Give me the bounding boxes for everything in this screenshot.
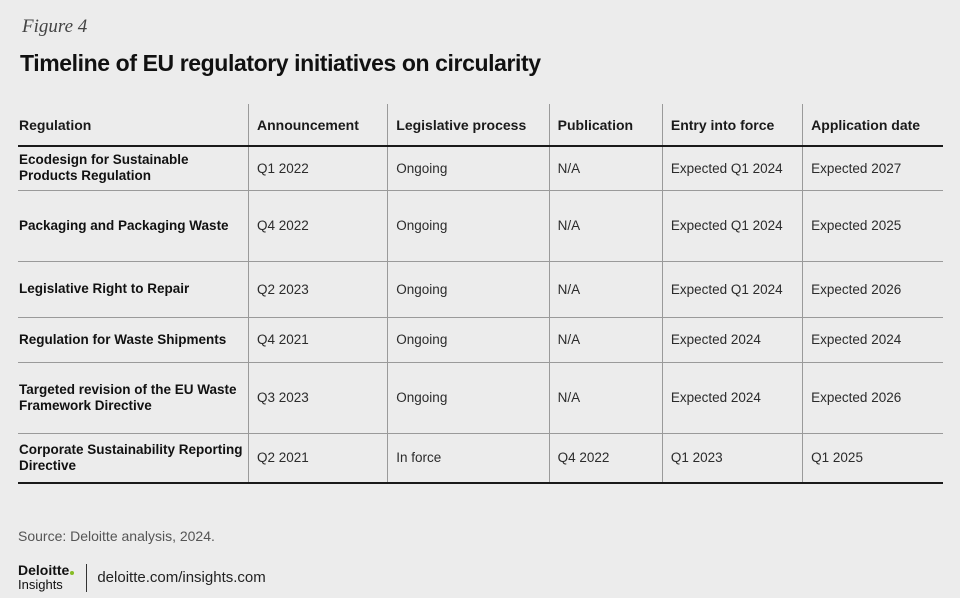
table-cell: In force [387,433,550,484]
source-note: Source: Deloitte analysis, 2024. [18,528,215,544]
table-cell: Ongoing [387,190,550,262]
header-entry-into-force: Entry into force [661,104,803,147]
table-cell: Expected 2024 [661,317,803,363]
header-announcement: Announcement [247,104,388,147]
table-cell: Q4 2021 [247,317,388,363]
table-cell: Q4 2022 [247,190,388,262]
table-cell: Expected 2027 [802,146,943,191]
table-row: Targeted revision of the EU Waste Framew… [18,362,943,434]
table-cell: Ongoing [387,362,550,434]
regulation-table: Regulation Announcement Legislative proc… [18,104,943,484]
table-cell: Ongoing [387,317,550,363]
footer-url: deloitte.com/insights.com [97,569,266,586]
table-header-row: Regulation Announcement Legislative proc… [18,104,943,147]
table-cell: Expected 2025 [802,190,943,262]
table-row: Ecodesign for Sustainable Products Regul… [18,146,943,191]
figure-label: Figure 4 [22,16,88,37]
footer: Deloitte Insights deloitte.com/insights.… [18,563,266,592]
table-cell: Expected Q1 2024 [661,146,803,191]
table-cell: Q2 2021 [247,433,388,484]
table-cell: Ongoing [387,261,550,318]
table-cell: Packaging and Packaging Waste [18,190,249,262]
deloitte-insights-logo: Deloitte Insights [18,562,75,592]
table-cell: Q2 2023 [247,261,388,318]
table-cell: Q1 2022 [247,146,388,191]
table-cell: N/A [548,362,663,434]
table-cell: Q1 2025 [802,433,943,484]
table-cell: Expected 2026 [802,362,943,434]
table-cell: Targeted revision of the EU Waste Framew… [18,362,249,434]
table-cell: Q1 2023 [661,433,803,484]
header-regulation: Regulation [18,104,249,147]
table-cell: Regulation for Waste Shipments [18,317,249,363]
page-title: Timeline of EU regulatory initiatives on… [20,50,541,76]
header-application-date: Application date [802,104,943,147]
table-cell: Expected 2024 [802,317,943,363]
table-cell: Q3 2023 [247,362,388,434]
footer-divider [86,563,88,592]
table-cell: Expected Q1 2024 [661,190,803,262]
green-dot-icon [70,571,75,575]
header-legislative-process: Legislative process [387,104,550,147]
table-row: Packaging and Packaging Waste Q4 2022 On… [18,190,943,262]
table-cell: N/A [548,317,663,363]
table-cell: Corporate Sustainability Reporting Direc… [18,433,249,484]
table-cell: Ecodesign for Sustainable Products Regul… [18,146,249,191]
table-cell: Expected 2024 [661,362,803,434]
table-row: Legislative Right to Repair Q2 2023 Ongo… [18,261,943,318]
table-cell: Ongoing [387,146,550,191]
table-cell: Legislative Right to Repair [18,261,249,318]
logo-wordmark: Deloitte [18,562,70,578]
table-row: Corporate Sustainability Reporting Direc… [18,433,943,484]
table-cell: N/A [548,146,663,191]
table-cell: Expected 2026 [802,261,943,318]
header-publication: Publication [548,104,663,147]
table-cell: Q4 2022 [548,433,663,484]
table-row: Regulation for Waste Shipments Q4 2021 O… [18,317,943,363]
table-cell: N/A [548,261,663,318]
table-cell: Expected Q1 2024 [661,261,803,318]
table-cell: N/A [548,190,663,262]
logo-subtitle: Insights [18,577,63,592]
